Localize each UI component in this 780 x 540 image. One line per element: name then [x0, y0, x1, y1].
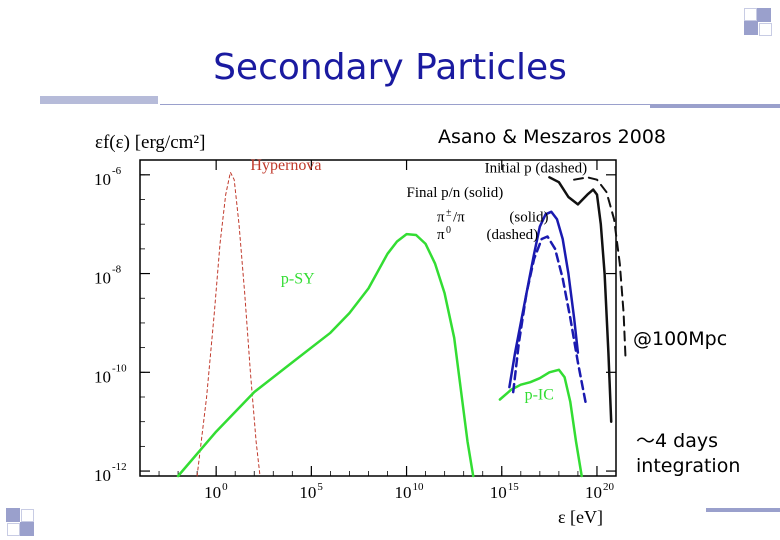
legend-text: (solid) — [509, 210, 548, 226]
y-tick-label-exp: -6 — [112, 165, 122, 177]
x-tick-label: 10 — [204, 483, 221, 502]
series-label: Hypernova — [250, 157, 321, 174]
corner-squares-bottom-left — [6, 508, 34, 536]
corner-squares-top-right — [744, 8, 772, 36]
x-tick-label-exp: 0 — [222, 481, 228, 493]
x-tick-label-exp: 20 — [603, 481, 615, 493]
legend-text: (dashed) — [487, 227, 539, 243]
y-tick-label: 10 — [94, 170, 111, 189]
deco-bar-bottom-right — [706, 508, 780, 512]
x-tick-label: 10 — [490, 483, 507, 502]
x-axis-label: ε [eV] — [558, 507, 603, 527]
legend-pion-neutral-sup: 0 — [446, 225, 451, 236]
x-tick-label-exp: 15 — [508, 481, 520, 493]
distance-note: @100Mpc — [633, 328, 728, 350]
series-line-0-dashed — [511, 235, 587, 404]
series-line-initial-p-dashed — [573, 176, 627, 359]
x-tick-label: 10 — [585, 483, 602, 502]
legend-text: Initial p (dashed) — [485, 160, 587, 176]
series-label: p-IC — [525, 386, 554, 403]
x-tick-label-exp: 10 — [413, 481, 425, 493]
y-tick-label-exp: -8 — [112, 264, 122, 276]
y-tick-label: 10 — [94, 269, 111, 288]
deco-bar-left — [40, 96, 158, 104]
citation-text: Asano & Meszaros 2008 — [438, 126, 667, 148]
legend-pion-charged-tail: /π — [453, 210, 465, 226]
y-axis-label: εf(ε) [erg/cm²] — [95, 132, 205, 153]
x-tick-label: 10 — [299, 483, 316, 502]
title-underline — [160, 104, 650, 105]
y-tick-label-exp: -12 — [112, 461, 127, 473]
y-tick-label: 10 — [94, 466, 111, 485]
plot-frame — [139, 159, 617, 477]
y-tick-label-exp: -10 — [112, 362, 127, 374]
integration-note: integration — [636, 455, 741, 477]
y-tick-label: 10 — [94, 367, 111, 386]
legend-pion-neutral: π — [437, 227, 445, 243]
series-line-p-sy — [176, 232, 475, 478]
slide-title: Secondary Particles — [213, 47, 567, 88]
series-line-final-p-n-solid — [548, 176, 613, 423]
x-tick-label-exp: 5 — [317, 481, 323, 493]
series-line-hypernova — [196, 171, 261, 477]
duration-note: ～4 days — [636, 430, 718, 452]
legend-text: Final p/n (solid) — [407, 185, 504, 201]
legend-pion-charged: π — [437, 210, 445, 226]
series-label: p-SY — [281, 270, 315, 287]
x-tick-label: 10 — [395, 483, 412, 502]
legend-pion-charged-sup: ± — [446, 208, 452, 219]
series-line-p-ic — [498, 368, 583, 478]
deco-bar-right — [650, 104, 780, 108]
